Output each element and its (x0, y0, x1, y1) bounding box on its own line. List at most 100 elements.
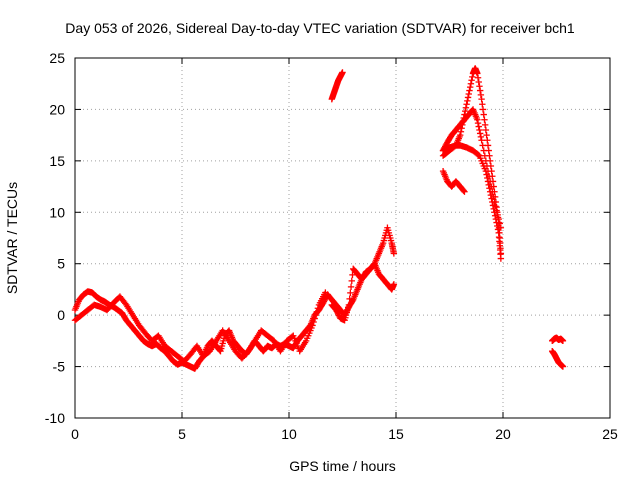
data-point (475, 78, 482, 86)
x-tick-label: 15 (388, 426, 404, 442)
chart-title: Day 053 of 2026, Sidereal Day-to-day VTE… (65, 20, 575, 36)
data-point (469, 73, 476, 81)
data-point (476, 130, 484, 137)
data-point (486, 178, 494, 185)
data-point (466, 83, 474, 91)
series-seg6 (549, 334, 567, 345)
x-axis-label: GPS time / hours (289, 458, 396, 474)
data-point (480, 111, 487, 118)
data-point (474, 119, 482, 127)
data-point (485, 173, 493, 180)
y-tick-label: 10 (49, 204, 65, 220)
data-point (559, 337, 567, 345)
y-tick-label: 20 (49, 101, 65, 117)
data-point (482, 126, 490, 134)
x-tick-label: 0 (71, 426, 79, 442)
data-point (474, 74, 482, 81)
data-point (465, 90, 472, 98)
data-point (479, 106, 487, 113)
data-point (339, 69, 346, 76)
y-tick-label: -10 (45, 410, 65, 426)
data-point (497, 255, 505, 262)
x-tick-label: 10 (281, 426, 297, 442)
data-point (311, 315, 318, 322)
data-point (492, 203, 499, 210)
data-point (489, 188, 496, 195)
series-seg2 (324, 224, 398, 319)
data-point (488, 183, 495, 190)
data-point (390, 281, 398, 288)
data-point (464, 97, 471, 105)
data-point (482, 157, 490, 165)
data-point (476, 87, 484, 94)
data-point (310, 318, 317, 326)
y-axis-label: SDTVAR / TECUs (4, 181, 20, 295)
data-point (479, 101, 486, 108)
data-point (481, 121, 489, 129)
data-point (346, 295, 353, 303)
series-seg5 (439, 167, 468, 195)
data-point (474, 70, 481, 77)
data-point (466, 87, 473, 94)
data-point (484, 167, 492, 175)
data-point (312, 311, 319, 319)
data-point (493, 207, 500, 214)
data-point (477, 91, 485, 99)
data-point (478, 95, 485, 103)
data-point (497, 224, 505, 231)
data-point (345, 301, 353, 309)
data-series-group (71, 65, 567, 372)
data-point (347, 283, 355, 291)
data-point (481, 116, 488, 123)
data-point (464, 94, 472, 101)
data-point (463, 101, 470, 108)
data-point (484, 137, 491, 144)
data-point (494, 211, 501, 219)
data-point (484, 142, 492, 149)
data-point (493, 219, 500, 226)
x-tick-label: 20 (495, 426, 511, 442)
data-point (495, 215, 502, 223)
series-seg4c (439, 106, 505, 231)
data-point (559, 363, 567, 370)
data-point (476, 126, 483, 134)
data-point (478, 137, 485, 144)
data-point (467, 80, 475, 87)
data-point (309, 322, 316, 329)
x-tick-label: 25 (602, 426, 618, 442)
data-point (475, 151, 482, 159)
data-point (496, 220, 503, 227)
data-point (468, 77, 475, 84)
data-point (475, 123, 482, 130)
data-point (481, 152, 489, 159)
data-point (474, 116, 481, 123)
data-point (479, 142, 486, 149)
plot-frame (74, 57, 611, 419)
series-seg2b (328, 260, 398, 324)
data-point (313, 308, 321, 315)
data-point (462, 104, 470, 111)
data-point (457, 128, 465, 135)
series-seg3 (328, 69, 346, 103)
y-tick-label: 5 (57, 256, 65, 272)
data-point (314, 305, 322, 312)
y-tick-label: 0 (57, 307, 65, 323)
y-tick-label: 15 (49, 153, 65, 169)
x-tick-label: 5 (178, 426, 186, 442)
data-point (483, 131, 490, 139)
data-point (461, 188, 468, 195)
data-point (457, 131, 464, 139)
data-point (491, 198, 498, 206)
data-point (477, 133, 485, 141)
data-point (461, 107, 469, 115)
series-seg1 (71, 288, 331, 372)
data-point (349, 271, 356, 279)
data-point (390, 250, 398, 257)
data-point (483, 162, 491, 170)
data-point (460, 187, 467, 195)
series-seg1b (71, 289, 329, 365)
data-point (480, 147, 487, 154)
data-point (347, 289, 354, 297)
data-point (490, 193, 497, 201)
